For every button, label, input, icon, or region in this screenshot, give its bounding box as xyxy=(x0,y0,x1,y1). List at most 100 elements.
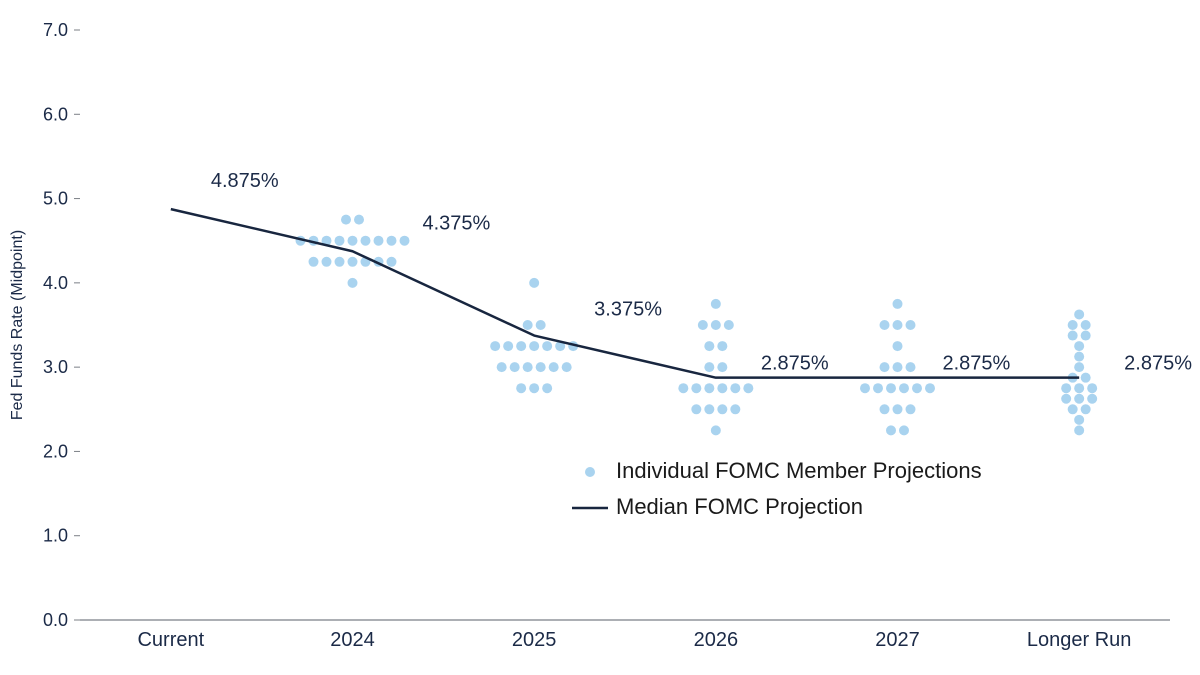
projection-dot xyxy=(348,257,358,267)
projection-dot xyxy=(704,404,714,414)
projection-dot xyxy=(899,425,909,435)
median-value-label: 3.375% xyxy=(594,299,662,321)
projection-dot xyxy=(1074,383,1084,393)
projection-dot xyxy=(711,299,721,309)
projection-dot xyxy=(309,257,319,267)
projection-dot xyxy=(348,278,358,288)
projection-dot xyxy=(322,257,332,267)
projection-dot xyxy=(730,404,740,414)
projection-dot xyxy=(886,425,896,435)
projection-dot xyxy=(893,404,903,414)
projection-dot xyxy=(1068,331,1078,341)
projection-dot xyxy=(880,362,890,372)
projection-dot xyxy=(893,341,903,351)
projection-dot xyxy=(893,299,903,309)
projection-dot xyxy=(1061,394,1071,404)
projection-dot xyxy=(335,236,345,246)
y-tick-label: 4.0 xyxy=(43,273,68,293)
projection-dot xyxy=(724,320,734,330)
projection-dot xyxy=(711,425,721,435)
projection-dot xyxy=(906,320,916,330)
y-tick-label: 7.0 xyxy=(43,20,68,40)
projection-dot xyxy=(1081,373,1091,383)
projection-dot xyxy=(536,320,546,330)
projection-dot xyxy=(1074,309,1084,319)
y-tick-label: 3.0 xyxy=(43,357,68,377)
x-category-label: 2026 xyxy=(694,629,739,651)
y-axis-label: Fed Funds Rate (Midpoint) xyxy=(9,230,26,420)
projection-dot xyxy=(529,278,539,288)
projection-dot xyxy=(717,341,727,351)
projection-dot xyxy=(503,341,513,351)
projection-dot xyxy=(704,341,714,351)
projection-dot xyxy=(529,383,539,393)
projection-dot xyxy=(1068,320,1078,330)
projection-dot xyxy=(1074,341,1084,351)
projection-dot xyxy=(873,383,883,393)
projection-dot xyxy=(1074,362,1084,372)
projection-dot xyxy=(880,404,890,414)
projection-dot xyxy=(893,320,903,330)
projection-dot xyxy=(717,383,727,393)
projection-dot xyxy=(899,383,909,393)
projection-dot xyxy=(1068,404,1078,414)
median-value-label: 4.375% xyxy=(423,212,491,234)
fomc-dot-plot: 0.0 1.0 2.0 3.0 4.0 5.0 6.0 7.0 Fed Funds Rate (… xyxy=(0,0,1200,675)
projection-dot xyxy=(490,341,500,351)
projection-dot xyxy=(691,383,701,393)
projection-dot xyxy=(335,257,345,267)
legend-dot-icon xyxy=(585,467,595,477)
y-tick-label: 1.0 xyxy=(43,526,68,546)
projection-dot xyxy=(711,320,721,330)
projection-dot xyxy=(906,362,916,372)
y-tick-label: 5.0 xyxy=(43,189,68,209)
projection-dot xyxy=(912,383,922,393)
projection-dot xyxy=(1081,320,1091,330)
projection-dot xyxy=(387,257,397,267)
median-value-label: 2.875% xyxy=(1124,353,1192,375)
projection-dot xyxy=(717,362,727,372)
projection-dot xyxy=(893,362,903,372)
projection-dot xyxy=(704,383,714,393)
projection-dot xyxy=(1074,415,1084,425)
projection-dot xyxy=(906,404,916,414)
median-value-label: 2.875% xyxy=(761,353,829,375)
projection-dot xyxy=(348,236,358,246)
projection-dot xyxy=(730,383,740,393)
projection-dot xyxy=(562,362,572,372)
median-value-label: 4.875% xyxy=(211,170,279,192)
projection-dot xyxy=(374,236,384,246)
projection-dot xyxy=(698,320,708,330)
projection-dot xyxy=(387,236,397,246)
y-tick-label: 0.0 xyxy=(43,610,68,630)
projection-dot xyxy=(542,341,552,351)
projection-dot xyxy=(1074,394,1084,404)
projection-dot xyxy=(529,341,539,351)
median-value-label: 2.875% xyxy=(943,353,1011,375)
x-category-label: 2025 xyxy=(512,629,557,651)
projection-dot xyxy=(1074,425,1084,435)
projection-dot xyxy=(860,383,870,393)
y-tick-label: 6.0 xyxy=(43,104,68,124)
x-category-label: 2024 xyxy=(330,629,375,651)
projection-dot xyxy=(1081,331,1091,341)
projection-dot xyxy=(400,236,410,246)
legend-label: Median FOMC Projection xyxy=(616,494,863,519)
x-category-label: 2027 xyxy=(875,629,920,651)
projection-dot xyxy=(704,362,714,372)
projection-dot xyxy=(536,362,546,372)
x-category-label: Longer Run xyxy=(1027,629,1132,651)
projection-dot xyxy=(743,383,753,393)
projection-dot xyxy=(341,215,351,225)
projection-dot xyxy=(523,320,533,330)
x-category-label: Current xyxy=(137,629,204,651)
projection-dot xyxy=(510,362,520,372)
projection-dot xyxy=(880,320,890,330)
projection-dot xyxy=(717,404,727,414)
projection-dot xyxy=(1087,383,1097,393)
projection-dot xyxy=(523,362,533,372)
projection-dot xyxy=(549,362,559,372)
chart-svg: 0.0 1.0 2.0 3.0 4.0 5.0 6.0 7.0 Fed Funds Rate (… xyxy=(0,0,1200,675)
projection-dot xyxy=(1081,404,1091,414)
y-tick-label: 2.0 xyxy=(43,441,68,461)
